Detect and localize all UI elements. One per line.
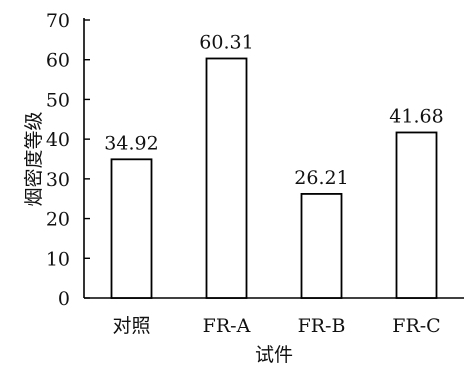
x-axis-title: 试件 [255, 344, 293, 366]
x-tick-label: 对照 [112, 315, 150, 337]
data-label: 34.92 [104, 132, 158, 154]
bars: 34.92 60.31 26.21 41.68 [104, 31, 444, 299]
y-axis-title: 烟密度等级 [23, 111, 45, 206]
bar [300, 193, 343, 299]
data-label: 26.21 [294, 167, 348, 189]
data-label: 41.68 [389, 105, 443, 127]
x-tick-label: FR-A [203, 315, 251, 337]
y-tick-label: 0 [58, 288, 70, 310]
bar [205, 57, 248, 299]
x-axis: 对照 FR-A FR-B FR-C [84, 297, 464, 337]
y-tick-label: 30 [46, 169, 70, 191]
y-tick-label: 40 [46, 129, 70, 151]
bar [395, 131, 438, 299]
y-tick-label: 70 [46, 10, 70, 32]
x-tick-label: FR-C [392, 315, 440, 337]
y-tick-label: 50 [46, 89, 70, 111]
y-tick-label: 60 [46, 50, 70, 72]
x-tick-label: FR-B [298, 315, 346, 337]
y-tick-label: 10 [46, 248, 70, 270]
y-tick-label: 20 [46, 209, 70, 231]
y-axis: 0 10 20 30 40 50 60 70 [46, 10, 90, 310]
data-label: 60.31 [199, 31, 253, 53]
bar [110, 158, 153, 299]
